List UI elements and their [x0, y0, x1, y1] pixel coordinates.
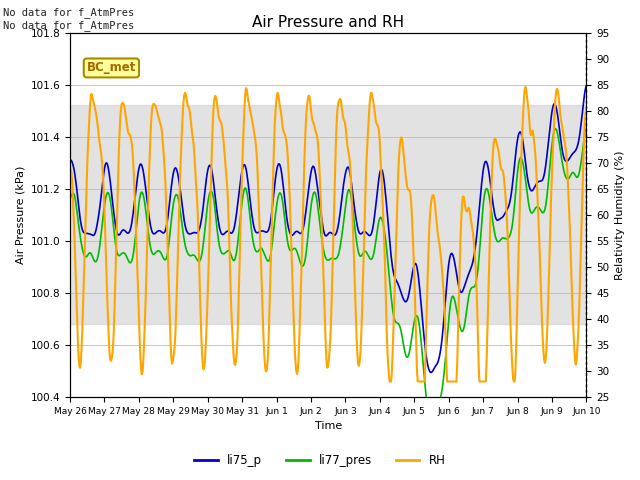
Text: BC_met: BC_met [86, 61, 136, 74]
X-axis label: Time: Time [315, 421, 342, 432]
Bar [70, 106, 586, 324]
Y-axis label: Relativity Humidity (%): Relativity Humidity (%) [615, 150, 625, 279]
Text: No data for f_AtmPres
No data for f_AtmPres: No data for f_AtmPres No data for f_AtmP… [3, 7, 134, 31]
Title: Air Pressure and RH: Air Pressure and RH [252, 15, 404, 30]
Y-axis label: Air Pressure (kPa): Air Pressure (kPa) [15, 166, 25, 264]
Legend: li75_p, li77_pres, RH: li75_p, li77_pres, RH [189, 449, 451, 472]
